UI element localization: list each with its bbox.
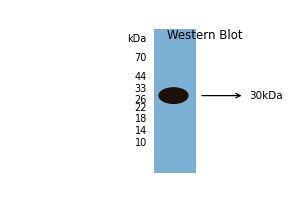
Text: Western Blot: Western Blot bbox=[167, 29, 243, 42]
Bar bbox=[154, 29, 196, 173]
Text: 22: 22 bbox=[134, 103, 147, 113]
Text: 70: 70 bbox=[134, 53, 147, 63]
Ellipse shape bbox=[158, 87, 189, 104]
Text: 18: 18 bbox=[134, 114, 147, 124]
Text: 44: 44 bbox=[134, 72, 147, 82]
Text: 14: 14 bbox=[134, 126, 147, 136]
Text: kDa: kDa bbox=[128, 34, 147, 44]
Text: 33: 33 bbox=[134, 84, 147, 94]
Text: 30kDa: 30kDa bbox=[249, 91, 283, 101]
Text: 10: 10 bbox=[134, 138, 147, 148]
Text: 26: 26 bbox=[134, 95, 147, 105]
